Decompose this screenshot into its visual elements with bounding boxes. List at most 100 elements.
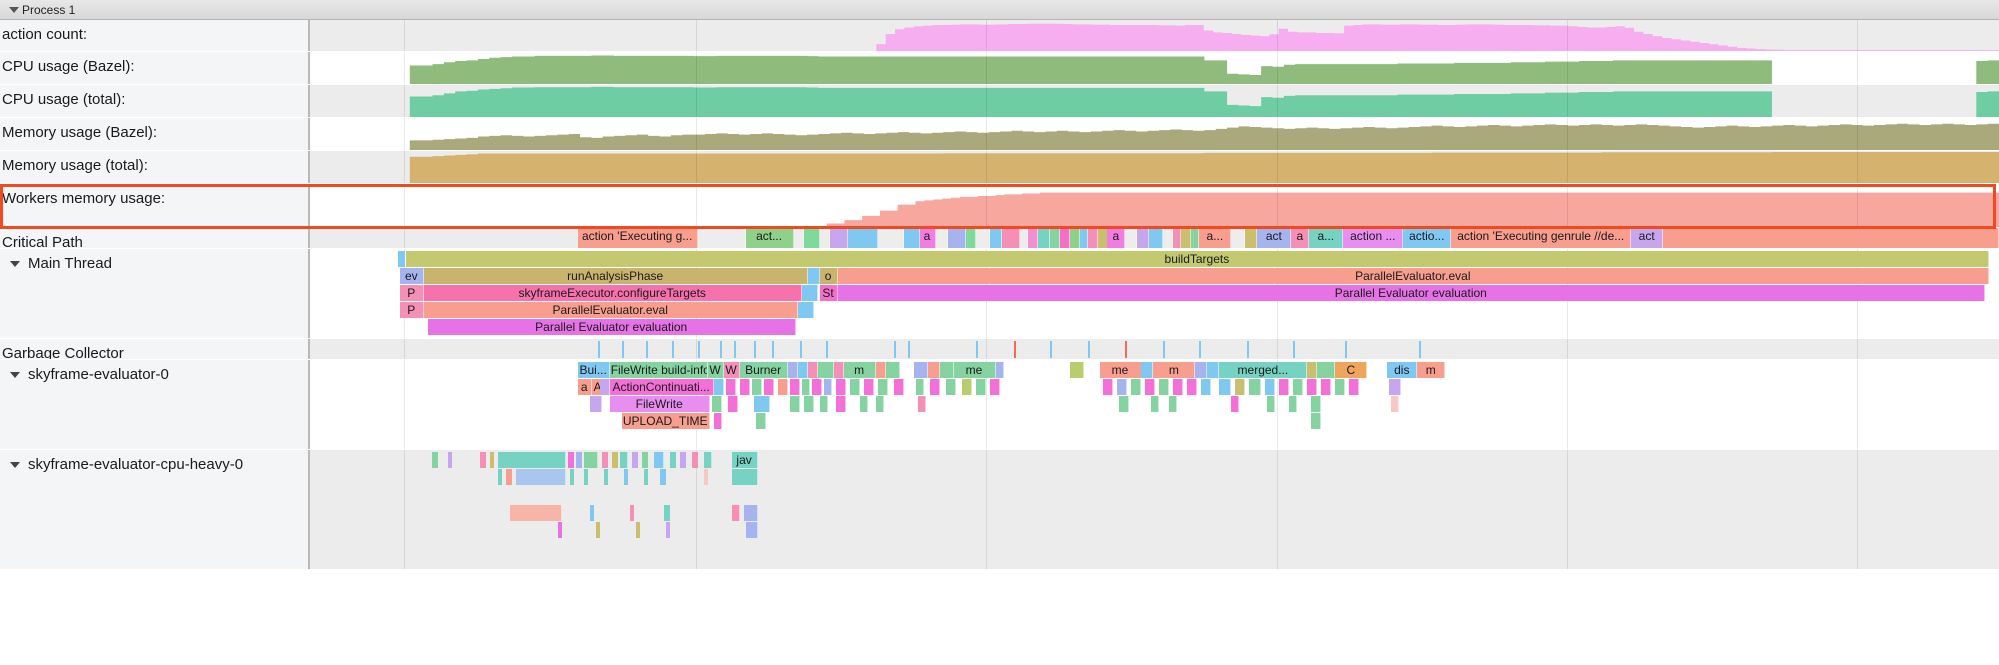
trace-slice[interactable] (727, 396, 738, 412)
trace-slice[interactable] (877, 379, 888, 395)
trace-slice[interactable] (863, 379, 874, 395)
trace-slice[interactable] (1293, 379, 1304, 395)
trace-slice[interactable] (1317, 362, 1336, 378)
triangle-down-icon[interactable] (10, 261, 20, 267)
trace-slice[interactable] (739, 379, 750, 395)
trace-slice[interactable]: buildTargets (405, 251, 1989, 267)
track-canvas-main-thread[interactable]: buildTargets ev runAnalysisPhase o ParallelE… (310, 249, 1999, 338)
trace-slice[interactable] (1117, 379, 1128, 395)
trace-slice[interactable]: FileWrite build-info... (609, 362, 708, 378)
trace-slice[interactable] (929, 379, 940, 395)
trace-slice[interactable] (509, 505, 562, 521)
trace-slice[interactable] (975, 379, 986, 395)
trace-slice[interactable] (1137, 228, 1150, 248)
trace-slice[interactable] (807, 268, 820, 284)
trace-slice[interactable] (1181, 228, 1192, 248)
trace-slice[interactable]: UPLOAD_TIME (621, 413, 710, 429)
trace-slice[interactable]: a (577, 379, 592, 395)
trace-slice[interactable] (1207, 362, 1220, 378)
trace-slice[interactable]: skyframeExecutor.configureTargets (423, 285, 802, 301)
process-header-row[interactable]: Process 1 (0, 0, 1999, 20)
trace-slice[interactable] (1087, 228, 1098, 248)
trace-slice[interactable] (641, 452, 648, 468)
trace-slice[interactable] (801, 285, 818, 301)
trace-slice[interactable] (1097, 228, 1108, 248)
trace-slice[interactable] (1191, 228, 1200, 248)
trace-slice[interactable] (1235, 379, 1246, 395)
track-canvas-skyframe-evaluator-0[interactable]: Bui...FileWrite build-info...WWBurnermme… (310, 360, 1999, 449)
trace-slice[interactable] (801, 379, 810, 395)
trace-slice[interactable] (803, 396, 814, 412)
trace-slice[interactable] (787, 362, 798, 378)
trace-slice[interactable] (479, 452, 486, 468)
trace-slice[interactable] (1349, 379, 1360, 395)
trace-slice[interactable] (819, 396, 828, 412)
trace-slice[interactable] (1131, 379, 1142, 395)
trace-slice[interactable] (599, 379, 610, 395)
trace-slice[interactable] (1149, 228, 1164, 248)
trace-slice[interactable] (629, 505, 634, 521)
trace-slice[interactable] (1249, 379, 1262, 395)
trace-slice[interactable] (431, 452, 438, 468)
trace-slice[interactable] (1201, 379, 1212, 395)
trace-slice[interactable] (1187, 379, 1198, 395)
track-label-cpu-usage-bazel[interactable]: CPU usage (Bazel): (0, 52, 310, 84)
trace-slice[interactable]: a... (1199, 228, 1232, 248)
trace-slice[interactable] (915, 379, 924, 395)
trace-slice[interactable]: W (707, 362, 724, 378)
gc-tick[interactable] (719, 341, 722, 358)
trace-slice[interactable] (903, 228, 920, 248)
trace-slice[interactable] (833, 362, 844, 378)
trace-slice[interactable] (679, 452, 686, 468)
trace-slice[interactable] (1289, 396, 1298, 412)
trace-slice[interactable] (1173, 379, 1184, 395)
trace-slice[interactable] (601, 452, 608, 468)
trace-slice[interactable] (1279, 379, 1290, 395)
trace-slice[interactable] (753, 396, 770, 412)
track-label-memory-usage-total[interactable]: Memory usage (total): (0, 151, 310, 183)
trace-slice[interactable] (817, 362, 834, 378)
gc-tick[interactable] (1013, 341, 1016, 358)
trace-slice[interactable]: act (1257, 228, 1292, 248)
trace-slice[interactable] (595, 522, 600, 538)
trace-slice[interactable] (1059, 228, 1070, 248)
trace-slice[interactable]: action 'Executing g... (577, 228, 698, 248)
trace-slice[interactable] (789, 379, 800, 395)
gc-tick[interactable] (1125, 341, 1128, 358)
track-canvas-memory-usage-total[interactable] (310, 151, 1999, 183)
trace-slice[interactable] (819, 228, 830, 248)
trace-slice[interactable] (663, 505, 670, 521)
trace-slice[interactable] (975, 228, 990, 248)
gc-tick[interactable] (1419, 341, 1422, 358)
trace-slice[interactable] (631, 452, 638, 468)
trace-slice[interactable]: dis (1387, 362, 1418, 378)
trace-slice[interactable]: ActionContinuati... (609, 379, 714, 395)
trace-slice[interactable]: o (819, 268, 838, 284)
trace-slice[interactable] (885, 362, 900, 378)
trace-slice[interactable] (1159, 379, 1170, 395)
trace-slice[interactable] (1321, 379, 1332, 395)
triangle-down-icon[interactable] (10, 462, 20, 468)
gc-tick[interactable] (597, 341, 600, 358)
trace-slice[interactable]: a (1107, 228, 1126, 248)
trace-slice[interactable] (935, 228, 948, 248)
trace-slice[interactable] (589, 505, 594, 521)
trace-slice[interactable] (1103, 379, 1114, 395)
gc-tick[interactable] (733, 341, 736, 358)
trace-slice[interactable]: ev (399, 268, 424, 284)
track-label-main-thread[interactable]: Main Thread (0, 249, 310, 338)
trace-slice[interactable]: act (1631, 228, 1664, 248)
trace-slice[interactable]: Bui... (577, 362, 610, 378)
track-label-skyframe-evaluator-0[interactable]: skyframe-evaluator-0 (0, 360, 310, 449)
trace-slice[interactable]: m (1417, 362, 1446, 378)
trace-slice[interactable] (1663, 228, 1999, 248)
trace-slice[interactable] (939, 362, 954, 378)
trace-slice[interactable] (659, 469, 666, 485)
trace-slice[interactable] (489, 452, 494, 468)
trace-slice[interactable] (1019, 228, 1028, 248)
trace-slice[interactable] (1151, 396, 1160, 412)
trace-slice[interactable] (917, 396, 926, 412)
trace-slice[interactable] (927, 362, 940, 378)
trace-slice[interactable] (847, 228, 878, 248)
trace-slice[interactable]: jav (731, 452, 758, 468)
